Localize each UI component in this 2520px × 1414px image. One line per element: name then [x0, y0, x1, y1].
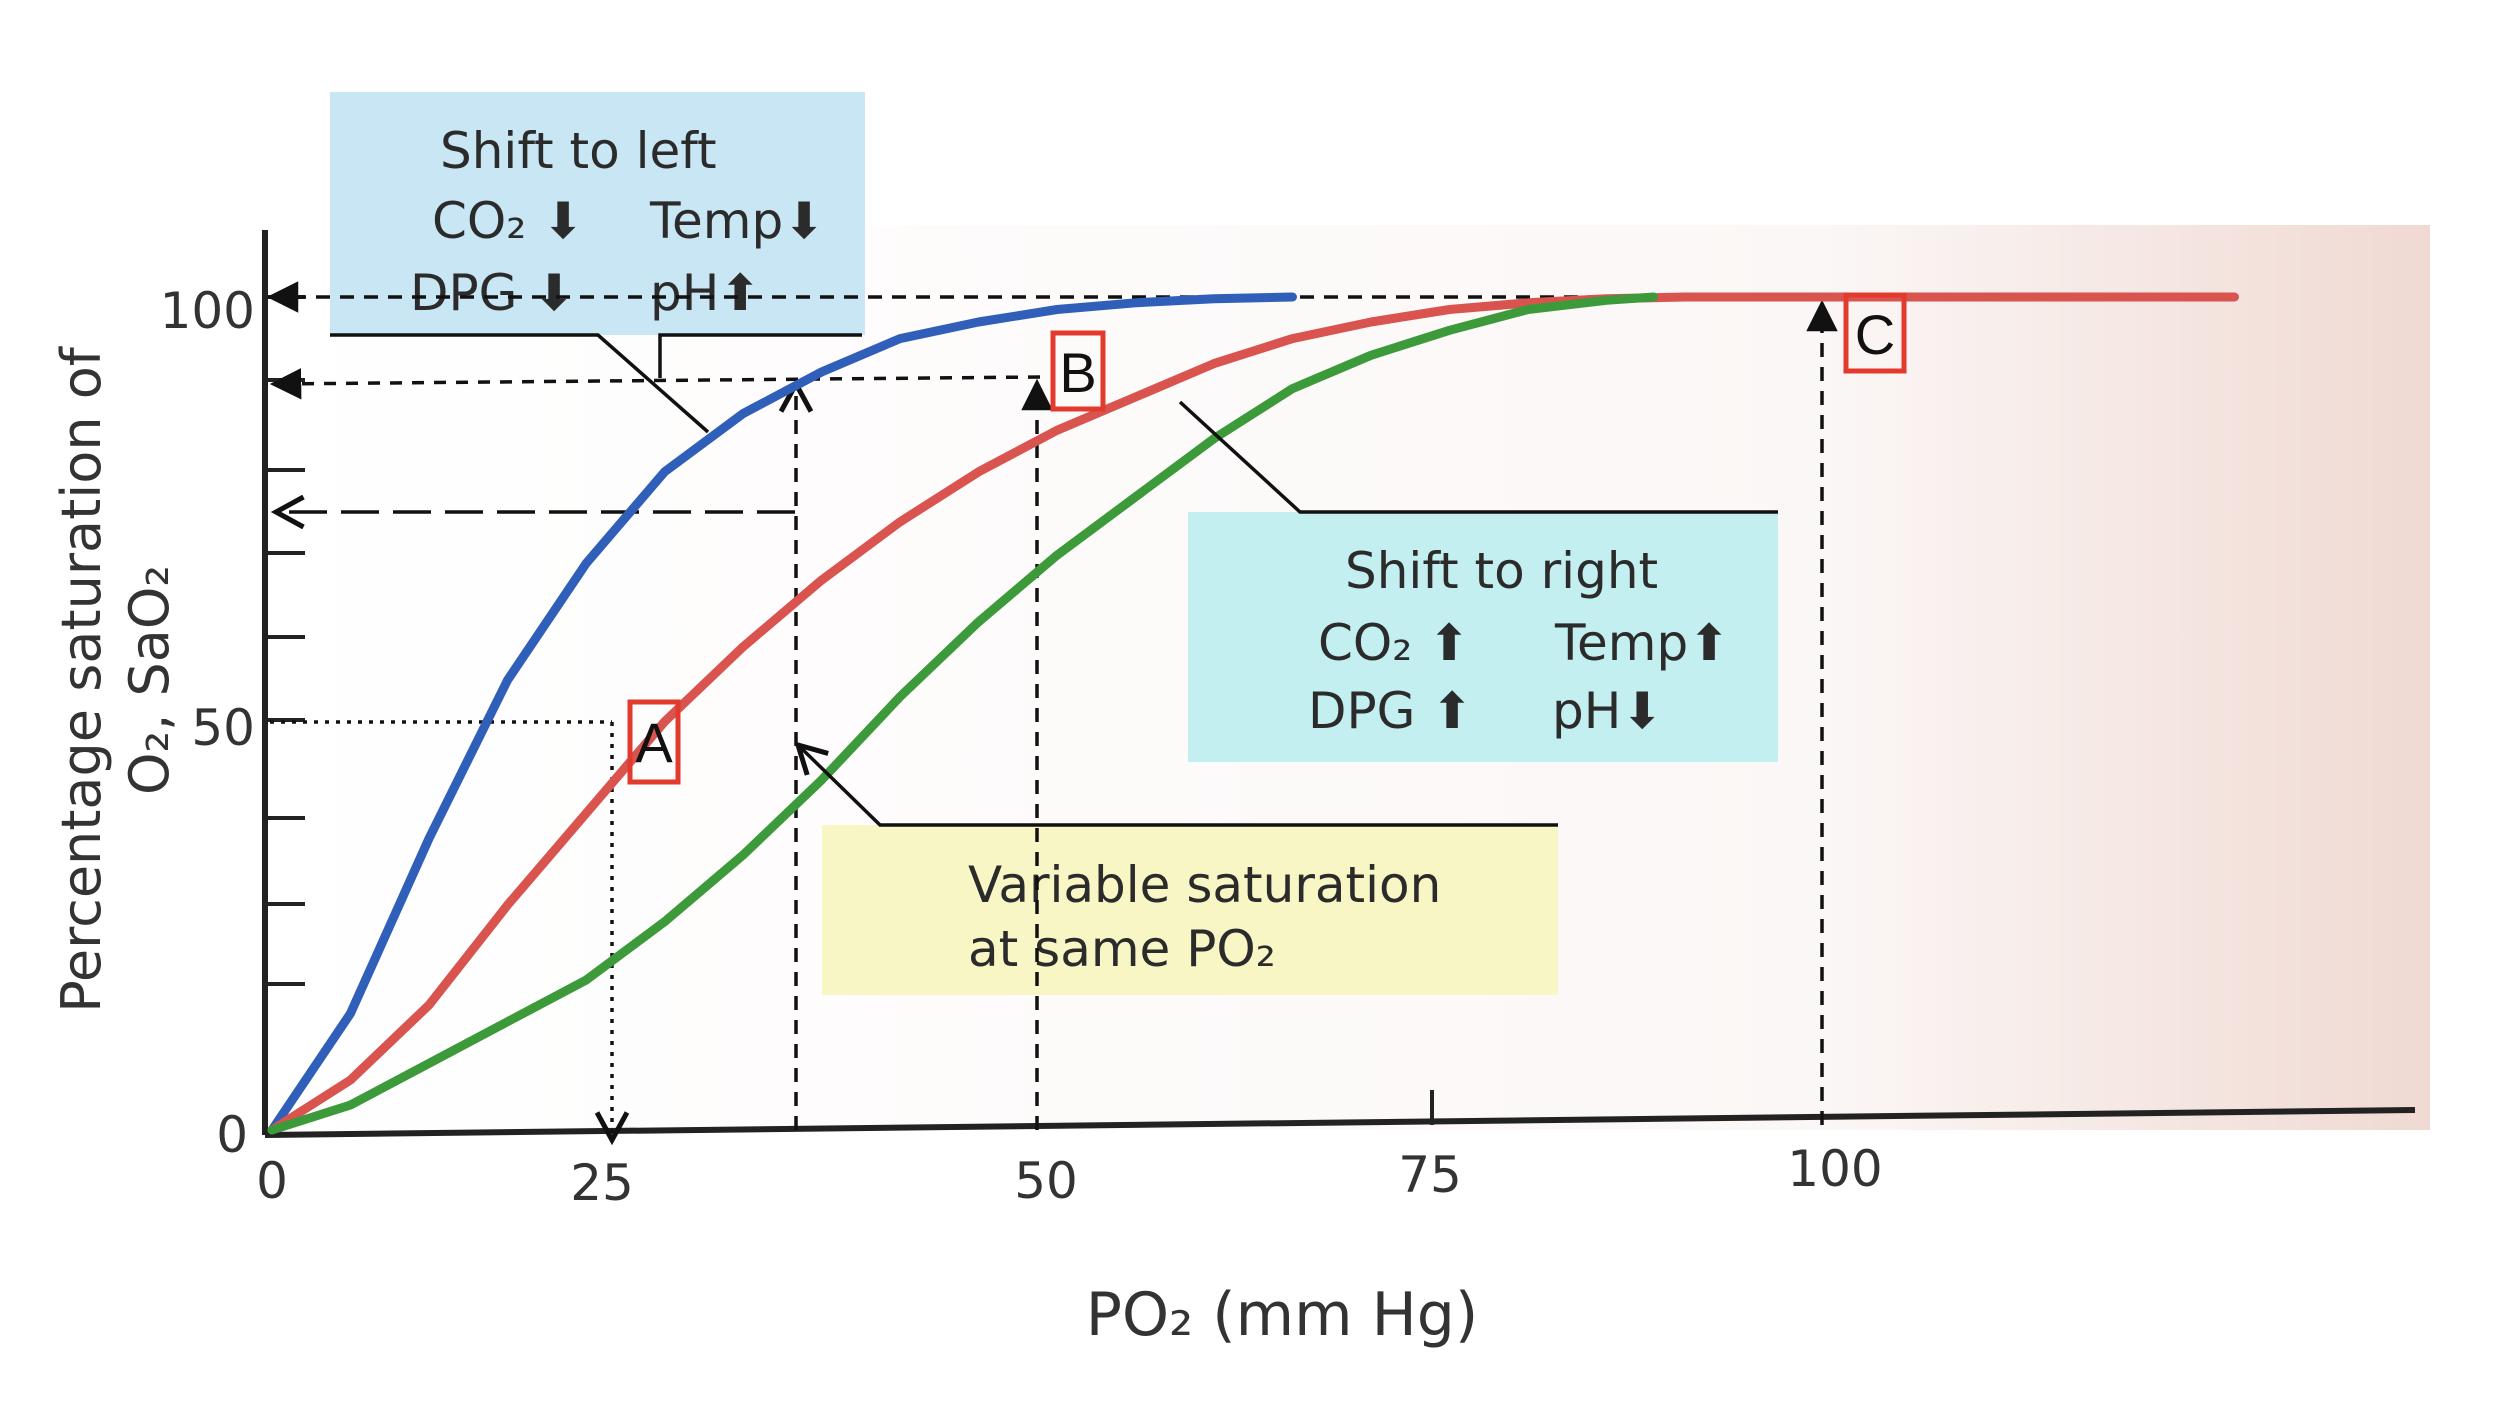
- svg-text:O₂, SaO₂: O₂, SaO₂: [118, 565, 181, 795]
- y-tick-label-50: 50: [191, 699, 255, 757]
- x-axis-title: PO₂ (mm Hg): [1086, 1280, 1479, 1350]
- svg-text:A: A: [635, 711, 673, 774]
- curve-series-1: [267, 292, 1297, 1135]
- variable-leader: [798, 745, 1558, 827]
- y-tick-label-0: 0: [216, 1106, 248, 1164]
- shift-left-dpg: DPG ⬇: [410, 264, 575, 322]
- left-leader-2: [658, 333, 862, 378]
- shift-right-box-bg: [1188, 512, 1778, 762]
- shift-right-title: Shift to right: [1345, 542, 1658, 600]
- x-tick-label-25: 25: [570, 1154, 634, 1212]
- x-tick-label-75: 75: [1398, 1146, 1462, 1204]
- shift-right-temp: Temp⬆: [1554, 614, 1730, 672]
- leader-lines: [330, 333, 1778, 827]
- shift-left-title: Shift to left: [440, 122, 717, 180]
- shift-left-temp: Temp⬇: [649, 192, 825, 250]
- marker-c: C: [1843, 292, 1907, 374]
- shift-left-box: Shift to left CO₂ ⬇ Temp⬇ DPG ⬇ pH⬆: [330, 92, 865, 335]
- shift-right-ph: pH⬇: [1552, 682, 1663, 740]
- y-axis-title: Percentage saturation of O₂, SaO₂: [50, 345, 181, 1012]
- variable-line-1: Variable saturation: [968, 856, 1441, 914]
- svg-text:B: B: [1059, 341, 1096, 404]
- x-tick-label-100: 100: [1787, 1140, 1882, 1198]
- shift-right-box: Shift to right CO₂ ⬆ Temp⬆ DPG ⬆ pH⬇: [1188, 512, 1778, 762]
- variable-line-2: at same PO₂: [968, 920, 1276, 978]
- curve-series-3: [267, 292, 1659, 1135]
- curves-layer: [267, 292, 2239, 1135]
- shift-left-ph: pH⬆: [650, 264, 761, 322]
- ref-90-line: [269, 368, 1041, 400]
- variable-saturation-box: Variable saturation at same PO₂: [822, 825, 1558, 995]
- y-tick-label-100: 100: [160, 282, 255, 340]
- shift-right-dpg: DPG ⬆: [1308, 682, 1473, 740]
- svg-text:C: C: [1855, 303, 1895, 366]
- svg-text:Percentage saturation of: Percentage saturation of: [50, 345, 113, 1012]
- left-leader-1: [330, 333, 710, 434]
- shift-right-co2: CO₂ ⬆: [1318, 614, 1470, 672]
- x-tick-label-50: 50: [1014, 1152, 1078, 1210]
- right-leader: [1178, 400, 1778, 514]
- marker-a: A: [627, 699, 681, 785]
- shift-left-box-bg: [330, 92, 865, 335]
- x-tick-label-0: 0: [256, 1152, 288, 1210]
- curve-series-2: [267, 292, 2239, 1135]
- variable-box-bg: [822, 825, 1558, 995]
- marker-b: B: [1050, 330, 1106, 412]
- shift-left-co2: CO₂ ⬇: [432, 192, 584, 250]
